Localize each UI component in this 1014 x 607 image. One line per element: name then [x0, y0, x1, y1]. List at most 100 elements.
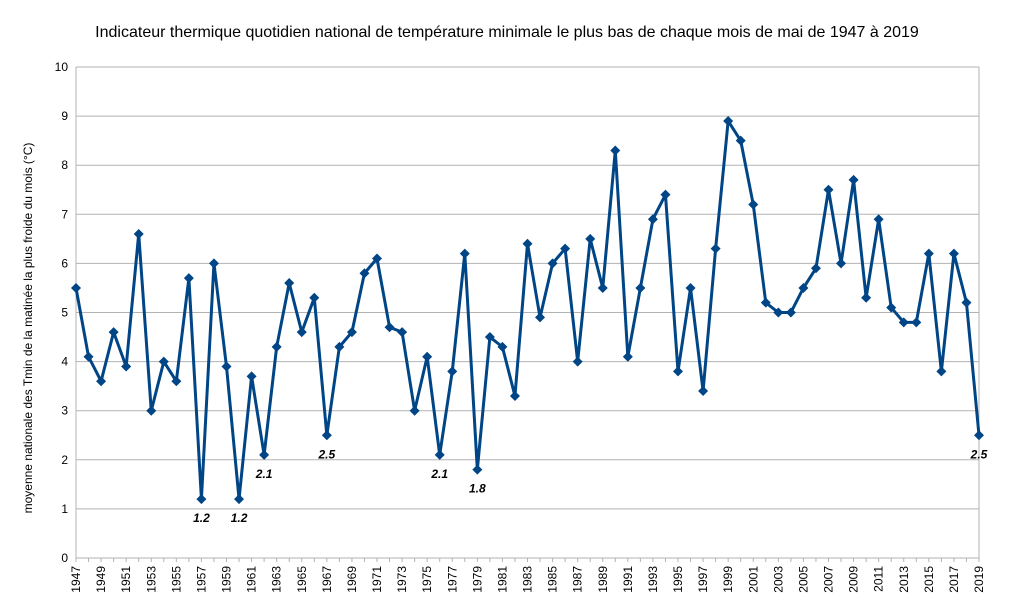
- y-axis-label: moyenne nationale des Tmin de la matinée…: [21, 143, 35, 514]
- data-point-1953: [146, 405, 157, 416]
- data-point-1949: [96, 376, 107, 387]
- data-point-1991: [622, 351, 633, 362]
- data-label-1967: 2.5: [317, 447, 335, 461]
- x-tick-label-1977: 1977: [445, 566, 459, 593]
- y-tick-label-1: 1: [61, 502, 68, 516]
- x-tick-label-2013: 2013: [897, 566, 911, 593]
- x-tick-label-1955: 1955: [169, 566, 183, 593]
- x-tick-label-2007: 2007: [822, 566, 836, 593]
- y-tick-labels: 0 1 2 3 4 5 6 7 8 9 10: [55, 60, 69, 565]
- x-tick-label-2017: 2017: [947, 566, 961, 593]
- data-point-2017: [948, 248, 959, 259]
- data-point-1963: [271, 341, 282, 352]
- data-point-2003: [773, 307, 784, 318]
- data-point-1979: [472, 464, 483, 475]
- data-point-1972: [384, 322, 395, 333]
- data-point-1956: [183, 273, 194, 284]
- x-tick-label-1953: 1953: [144, 566, 158, 593]
- data-label-1962: 2.1: [255, 467, 273, 481]
- data-point-1995: [673, 366, 683, 377]
- data-point-1986: [560, 243, 571, 254]
- x-tick-label-1985: 1985: [546, 566, 560, 593]
- y-tick-label-0: 0: [61, 551, 68, 565]
- data-point-1957: [196, 494, 207, 505]
- data-point-1990: [610, 145, 621, 156]
- data-point-1983: [522, 238, 533, 249]
- x-tick-label-1999: 1999: [721, 566, 735, 593]
- data-point-1951: [121, 361, 132, 372]
- chart-title: Indicateur thermique quotidien national …: [95, 24, 919, 41]
- x-tick-label-1951: 1951: [119, 566, 133, 593]
- data-point-1952: [133, 228, 144, 239]
- x-tick-label-1989: 1989: [596, 566, 610, 593]
- data-point-1992: [635, 282, 646, 293]
- data-point-1987: [572, 356, 583, 367]
- data-point-1954: [158, 356, 169, 367]
- x-tick-label-1967: 1967: [320, 566, 334, 593]
- data-point-1958: [208, 258, 219, 269]
- axes: [75, 67, 980, 562]
- data-point-2001: [748, 199, 759, 210]
- data-point-1970: [359, 268, 370, 279]
- data-point-1960: [234, 494, 245, 505]
- data-point-1948: [83, 351, 94, 362]
- x-tick-label-1983: 1983: [521, 566, 535, 593]
- data-label-1960: 1.2: [231, 511, 248, 525]
- x-tick-label-1969: 1969: [345, 566, 359, 593]
- data-point-2007: [823, 184, 834, 195]
- data-point-2002: [760, 297, 771, 308]
- y-tick-label-7: 7: [61, 207, 68, 221]
- data-point-2010: [861, 292, 872, 303]
- data-point-1998: [710, 243, 721, 254]
- data-point-2005: [798, 282, 809, 293]
- x-tick-label-1997: 1997: [696, 566, 710, 593]
- x-tick-label-1995: 1995: [671, 566, 685, 593]
- x-tick-label-2011: 2011: [872, 566, 886, 592]
- data-point-1981: [497, 341, 508, 352]
- data-point-1999: [723, 116, 734, 127]
- data-point-2000: [735, 135, 746, 146]
- data-point-1994: [660, 189, 671, 200]
- data-label-1957: 1.2: [193, 511, 210, 525]
- data-point-1996: [685, 282, 696, 293]
- series-line-0: [74, 119, 981, 501]
- data-point-2019: [974, 430, 984, 441]
- x-tick-label-1947: 1947: [69, 566, 83, 593]
- series-group: [71, 116, 984, 505]
- y-tick-label-2: 2: [61, 453, 68, 467]
- x-tick-label-2015: 2015: [922, 566, 936, 593]
- x-tick-label-2009: 2009: [847, 566, 861, 593]
- x-tick-label-1991: 1991: [621, 566, 635, 593]
- data-point-2004: [785, 307, 796, 318]
- data-point-2015: [923, 248, 934, 259]
- x-tick-label-1971: 1971: [370, 566, 384, 593]
- data-labels: 1.2 1.2 2.1 2.5 2.1 1.8 2.5: [193, 447, 988, 525]
- x-tick-label-1957: 1957: [194, 566, 208, 593]
- y-tick-label-4: 4: [61, 355, 68, 369]
- data-point-1959: [221, 361, 232, 372]
- data-point-2013: [898, 317, 909, 328]
- data-point-1974: [409, 405, 420, 416]
- x-tick-label-1949: 1949: [94, 566, 108, 593]
- x-tick-label-1987: 1987: [571, 566, 585, 593]
- data-point-2014: [911, 317, 922, 328]
- data-point-1971: [372, 253, 382, 264]
- x-tick-label-1975: 1975: [420, 566, 434, 593]
- data-point-1967: [321, 430, 332, 441]
- data-label-1979: 1.8: [469, 482, 486, 496]
- data-label-1976: 2.1: [430, 467, 448, 481]
- data-point-1976: [434, 449, 445, 460]
- y-tick-label-6: 6: [61, 256, 68, 270]
- data-point-1968: [334, 341, 345, 352]
- y-tick-label-10: 10: [55, 60, 69, 74]
- data-point-1965: [296, 327, 307, 338]
- data-point-1964: [284, 278, 295, 289]
- data-point-2016: [936, 366, 947, 377]
- data-point-1982: [509, 390, 520, 401]
- data-label-2019: 2.5: [970, 447, 988, 461]
- data-point-2018: [961, 297, 972, 308]
- x-tick-label-1973: 1973: [395, 566, 409, 593]
- data-point-1988: [585, 233, 596, 244]
- data-point-1978: [459, 248, 470, 259]
